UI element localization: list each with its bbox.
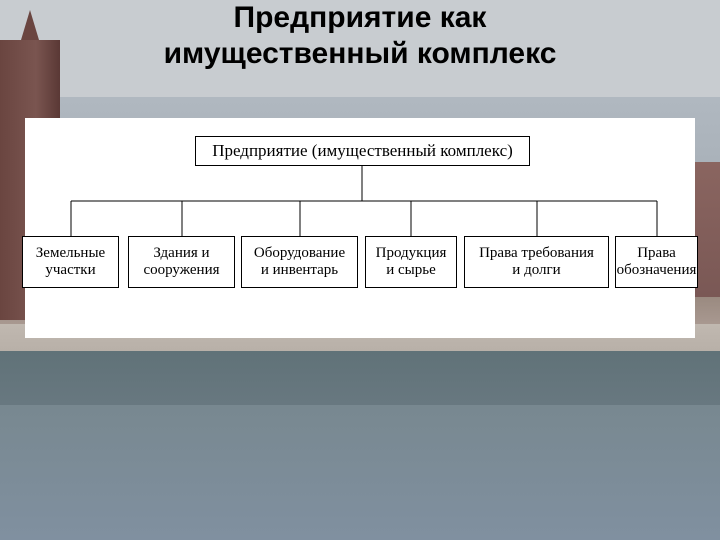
title-line-2: имущественный комплекс [164,37,557,70]
root-node-label: Предприятие (имущественный комплекс) [212,141,513,161]
org-chart-diagram: Предприятие (имущественный комплекс) Зем… [25,118,695,338]
child-node-2-label: Здания и сооружения [143,245,219,280]
child-node-2: Здания и сооружения [128,236,235,288]
slide-content: Предприятие как имущественный комплекс П… [0,0,720,540]
child-node-4: Продукция и сырье [365,236,457,288]
root-node: Предприятие (имущественный комплекс) [195,136,530,166]
child-node-1-label: Земельные участки [36,245,105,280]
child-node-6-label: Права обозначения [617,245,697,280]
title-line-1: Предприятие как [234,1,487,34]
child-node-3: Оборудование и инвентарь [241,236,358,288]
child-node-1: Земельные участки [22,236,119,288]
child-node-4-label: Продукция и сырье [376,245,447,280]
slide-title: Предприятие как имущественный комплекс [0,0,720,72]
child-node-3-label: Оборудование и инвентарь [254,245,345,280]
child-node-6: Права обозначения [615,236,698,288]
child-node-5: Права требования и долги [464,236,609,288]
child-node-5-label: Права требования и долги [479,245,594,280]
